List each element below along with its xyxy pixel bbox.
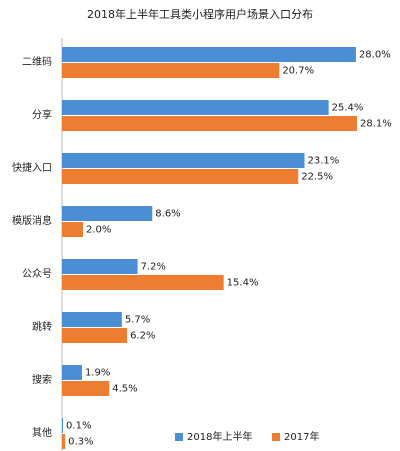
category-label: 分享 bbox=[32, 108, 52, 121]
legend-swatch bbox=[175, 433, 183, 441]
bar bbox=[62, 222, 83, 237]
legend-label: 2018年上半年 bbox=[187, 430, 252, 443]
bar bbox=[62, 47, 356, 62]
bar bbox=[62, 418, 64, 433]
category-label: 快捷入口 bbox=[12, 161, 52, 174]
value-label: 5.7% bbox=[125, 315, 150, 326]
category-label: 其他 bbox=[32, 426, 52, 439]
value-label: 7.2% bbox=[141, 262, 166, 273]
bar bbox=[62, 312, 122, 327]
value-label: 0.1% bbox=[66, 421, 91, 432]
value-label: 4.5% bbox=[112, 384, 137, 395]
category-label: 二维码 bbox=[22, 55, 52, 68]
legend-swatch bbox=[272, 433, 280, 441]
bar bbox=[62, 328, 128, 343]
value-label: 8.6% bbox=[155, 209, 180, 220]
category-label: 模版消息 bbox=[12, 214, 52, 227]
category-label: 公众号 bbox=[22, 268, 52, 280]
bar bbox=[62, 100, 329, 115]
value-label: 28.1% bbox=[360, 119, 392, 130]
value-label: 28.0% bbox=[359, 50, 391, 61]
bar bbox=[62, 275, 224, 290]
value-label: 23.1% bbox=[308, 156, 340, 167]
value-label: 25.4% bbox=[332, 103, 364, 114]
value-label: 20.7% bbox=[282, 66, 314, 77]
value-label: 6.2% bbox=[130, 331, 155, 342]
bar bbox=[62, 434, 66, 449]
value-label: 0.3% bbox=[68, 437, 93, 448]
bar bbox=[62, 259, 138, 274]
chart-title: 2018年上半年工具类小程序用户场景入口分布 bbox=[87, 7, 313, 21]
value-label: 2.0% bbox=[86, 225, 111, 236]
value-label: 1.9% bbox=[85, 368, 110, 379]
value-label: 22.5% bbox=[301, 172, 333, 183]
category-label: 跳转 bbox=[32, 320, 52, 333]
bar bbox=[62, 206, 153, 221]
legend-label: 2017年 bbox=[284, 430, 319, 443]
bar bbox=[62, 153, 305, 168]
value-label: 15.4% bbox=[227, 278, 259, 289]
category-label: 搜索 bbox=[32, 373, 52, 386]
bar bbox=[62, 169, 299, 184]
bar bbox=[62, 63, 280, 78]
bar bbox=[62, 116, 357, 131]
bar bbox=[62, 365, 82, 380]
bar bbox=[62, 381, 110, 396]
